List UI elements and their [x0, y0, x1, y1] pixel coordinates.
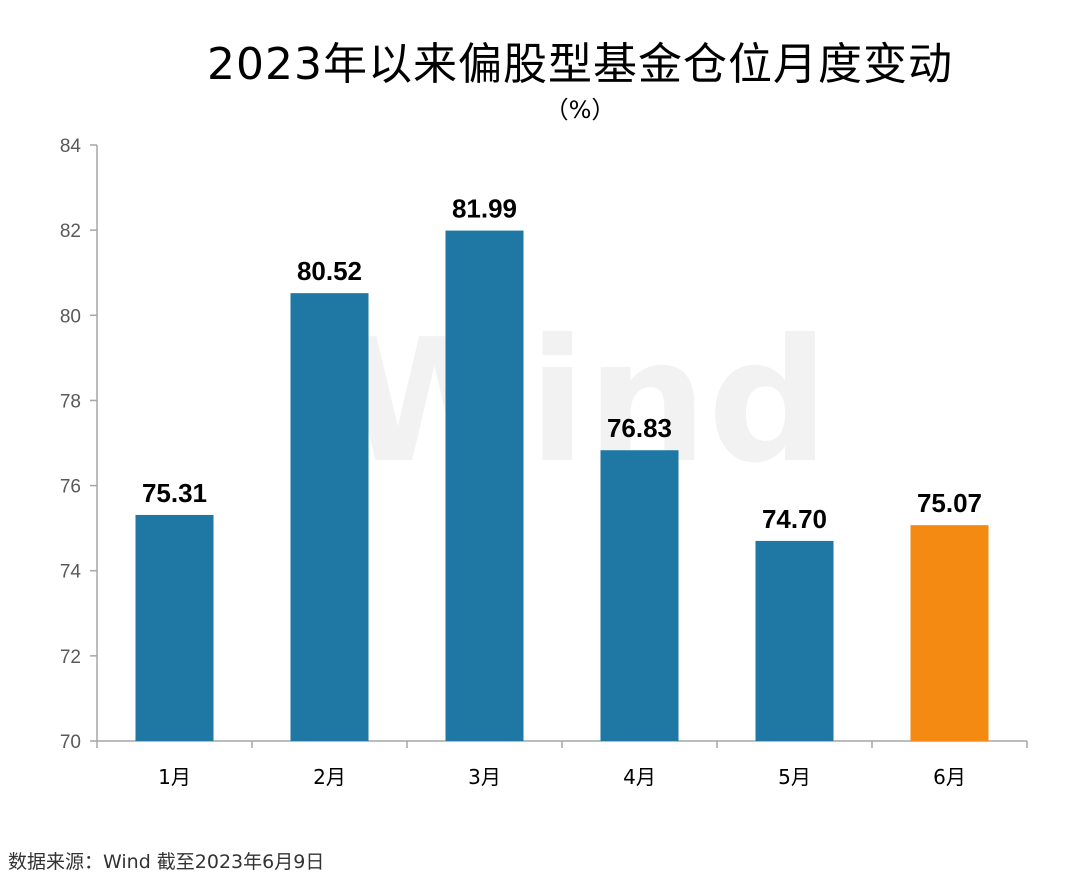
bar [445, 230, 524, 741]
y-tick-label: 80 [60, 306, 81, 327]
x-tick-label: 4月 [623, 765, 656, 789]
y-tick-label: 78 [60, 391, 81, 412]
y-tick-label: 72 [60, 647, 81, 668]
x-tick-label: 5月 [778, 765, 811, 789]
bar [290, 293, 369, 741]
y-tick-label: 76 [60, 477, 81, 498]
bar [755, 540, 834, 741]
y-tick-label: 82 [60, 221, 81, 242]
watermark: Wind [341, 303, 830, 501]
data-label: 74.70 [762, 504, 827, 534]
x-tick-label: 3月 [468, 765, 501, 789]
x-tick-label: 1月 [158, 765, 191, 789]
source-note: 数据来源：Wind 截至2023年6月9日 [8, 851, 325, 873]
bar [600, 450, 679, 741]
x-tick-label: 2月 [313, 765, 346, 789]
data-label: 81.99 [452, 194, 517, 224]
data-label: 76.83 [607, 413, 672, 443]
y-tick-label: 74 [60, 562, 82, 583]
data-label: 75.31 [142, 478, 207, 508]
data-label: 75.07 [917, 488, 982, 518]
y-tick-label: 84 [60, 136, 82, 157]
chart-subtitle: （%） [544, 96, 616, 124]
x-tick-label: 6月 [933, 765, 966, 789]
data-label: 80.52 [297, 256, 362, 286]
chart-title: 2023年以来偏股型基金仓位月度变动 [207, 39, 953, 90]
bar [135, 514, 214, 741]
y-tick-label: 70 [60, 732, 81, 753]
bar [910, 525, 989, 741]
